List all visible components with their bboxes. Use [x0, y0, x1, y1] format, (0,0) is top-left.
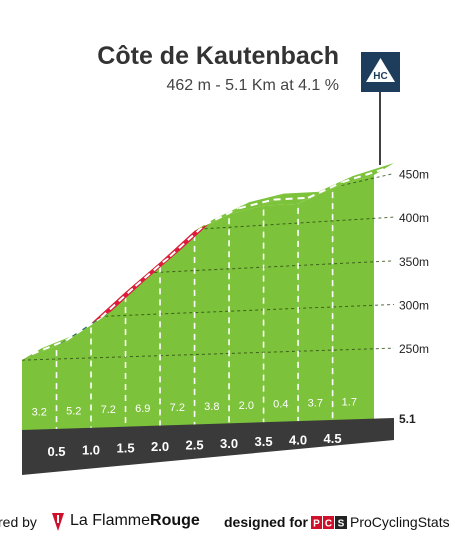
segment-centerline-9: [342, 168, 385, 184]
segment-centerline-5: [204, 207, 240, 226]
segment-face-5: [194, 214, 230, 430]
segment-centerline-1: [65, 316, 102, 341]
gradient-label-6: 2.0: [239, 400, 254, 412]
brand-bold: Rouge: [150, 512, 200, 529]
segment-centerline-7: [273, 196, 309, 201]
km-marker-4: 2.5: [186, 437, 204, 452]
gradient-label-8: 3.7: [308, 398, 323, 410]
gridline-3: [99, 303, 395, 317]
segment-centerline-3: [134, 255, 171, 287]
km-marker-6: 3.5: [255, 434, 273, 449]
km-marker-8: 4.5: [324, 431, 342, 446]
gradient-label-0: 3.2: [32, 406, 47, 418]
segment-top-2: [91, 280, 146, 324]
gradient-label-5: 3.8: [204, 401, 219, 413]
elevation-tick-1: 400m: [399, 211, 429, 225]
km-marker-0: 0.5: [47, 444, 65, 459]
km-marker-5: 3.0: [220, 436, 238, 451]
segment-face-9: [332, 175, 374, 430]
elevation-tick-3: 300m: [399, 298, 429, 312]
segment-face-0: [22, 346, 57, 430]
km-marker-2: 1.5: [116, 441, 134, 456]
powered-by-text: red by: [0, 514, 37, 530]
segment-top-4: [160, 218, 215, 263]
gradient-label-9: 1.7: [342, 396, 357, 408]
segment-face-6: [229, 205, 264, 430]
gradient-label-4: 7.2: [170, 402, 185, 414]
km-marker-7: 4.0: [289, 433, 307, 448]
segment-centerline-0: [31, 339, 67, 356]
total-distance-label: 5.1: [399, 412, 416, 426]
segment-centerline-4: [169, 224, 206, 258]
pcs-logo-icon[interactable]: P C S: [311, 516, 347, 529]
gridline-4: [21, 347, 395, 361]
profile-base-band: [22, 418, 394, 475]
mountain-icon: [366, 58, 395, 82]
gradient-label-1: 5.2: [66, 405, 81, 417]
gradient-label-7: 0.4: [273, 399, 288, 411]
segment-top-9: [332, 163, 394, 189]
procyclingstats-link[interactable]: ProCyclingStats: [350, 514, 450, 530]
segment-face-3: [125, 262, 161, 430]
la-flamme-rouge-link[interactable]: La FlammeRouge: [70, 512, 200, 530]
elevation-tick-2: 350m: [399, 255, 429, 269]
category-badge: HC: [361, 52, 400, 92]
gridline-1: [198, 216, 395, 230]
pcs-letter-p: P: [313, 519, 320, 530]
elevation-profile-chart: 3.2 5.2 7.2 6.9 7.2 3.8 2.0 0.4 3.7 1.7 0.5 1.0 1.5 2…: [21, 92, 429, 475]
segment-face-8: [298, 188, 333, 430]
segment-face-4: [160, 230, 195, 430]
segment-centerline-8: [307, 181, 344, 199]
km-marker-1: 1.0: [82, 442, 100, 457]
segment-face-7: [263, 203, 299, 430]
segment-centerline-6: [238, 198, 274, 210]
gridline-2: [148, 260, 395, 274]
gradient-label-3: 6.9: [135, 403, 150, 415]
segment-face-2: [91, 292, 126, 430]
designed-for-text: designed for: [224, 514, 309, 530]
chart-subtitle: 462 m - 5.1 Km at 4.1 %: [166, 77, 339, 94]
category-label: HC: [373, 71, 387, 82]
segment-centerline-2: [100, 285, 137, 319]
pcs-letter-c: C: [325, 519, 332, 530]
gridline-0: [341, 172, 395, 186]
footer: red by La FlammeRouge designed for P C S…: [0, 510, 455, 534]
elevation-tick-4: 250m: [399, 342, 429, 356]
elevation-tick-0: 450m: [399, 167, 429, 181]
la-flamme-rouge-logo-icon[interactable]: [50, 512, 66, 532]
km-marker-3: 2.0: [151, 439, 169, 454]
gradient-label-2: 7.2: [101, 404, 116, 416]
brand-main: La Flamme: [70, 512, 151, 529]
segment-face-1: [56, 323, 92, 430]
chart-title: Côte de Kautenbach: [97, 42, 339, 70]
pcs-letter-s: S: [338, 519, 345, 530]
